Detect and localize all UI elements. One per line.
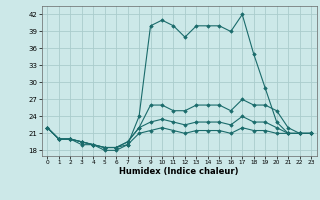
X-axis label: Humidex (Indice chaleur): Humidex (Indice chaleur): [119, 167, 239, 176]
